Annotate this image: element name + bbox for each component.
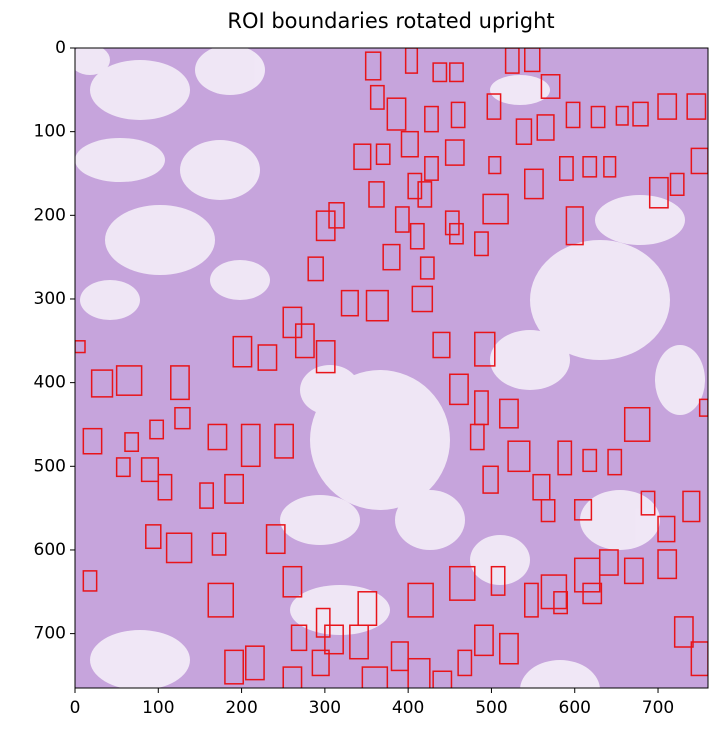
x-tick-label: 700 — [642, 698, 674, 718]
chart-title: ROI boundaries rotated upright — [227, 9, 554, 33]
x-tick-label: 100 — [142, 698, 174, 718]
y-tick-label: 200 — [34, 205, 66, 225]
y-tick-label: 0 — [55, 38, 66, 58]
x-tick-label: 600 — [559, 698, 591, 718]
x-tick-label: 400 — [392, 698, 424, 718]
y-tick-label: 400 — [34, 373, 66, 393]
y-tick-label: 100 — [34, 122, 66, 142]
y-tick-label: 700 — [34, 624, 66, 644]
x-tick-label: 500 — [475, 698, 507, 718]
x-tick-label: 0 — [70, 698, 81, 718]
tissue-image — [70, 45, 708, 720]
chart: ROI boundaries rotated upright 0 100 200 30… — [0, 0, 710, 729]
x-tick-label: 300 — [309, 698, 341, 718]
x-tick-label: 200 — [225, 698, 257, 718]
y-tick-label: 600 — [34, 540, 66, 560]
y-tick-label: 300 — [34, 289, 66, 309]
y-tick-label: 500 — [34, 456, 66, 476]
